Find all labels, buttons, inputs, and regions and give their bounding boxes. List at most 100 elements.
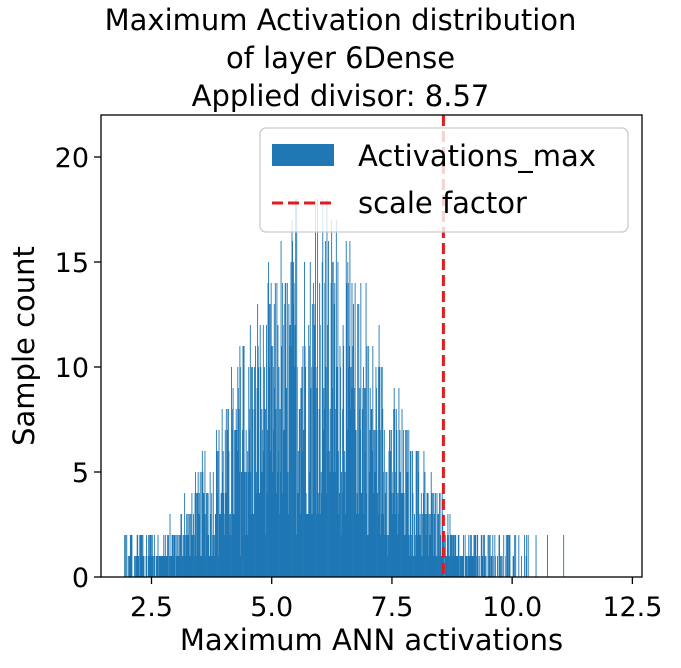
histogram-bar [176,535,178,577]
histogram-bar [169,514,171,577]
histogram-bar [345,472,347,577]
histogram-bar [186,514,188,577]
histogram-bar [329,409,331,577]
histogram-bar [296,367,298,577]
histogram-bar [488,535,490,577]
histogram-bar [416,535,418,577]
histogram-bar [456,556,458,577]
histogram-bar [283,430,285,577]
histogram-bar [394,514,396,577]
histogram-bar [455,556,457,577]
histogram-bar [397,493,399,577]
x-tick-label: 10.0 [482,592,542,623]
histogram-bar [224,430,226,577]
histogram-bar [328,241,329,577]
histogram-bar [136,556,138,577]
histogram-bar [360,493,362,577]
histogram-bar [130,535,132,577]
histogram-bar [415,451,417,577]
histogram-bar [249,409,251,577]
histogram-bar [452,535,454,577]
histogram-bar [461,556,462,577]
histogram-bar [184,493,186,577]
histogram-bar [378,325,380,577]
histogram-bar [199,514,201,577]
histogram-bar [421,514,423,577]
legend: Activations_max scale factor [259,127,629,233]
histogram-bar [273,430,275,577]
histogram-bar [272,367,274,577]
histogram-bar [492,556,494,577]
histogram-bar [464,535,466,577]
histogram-bar [210,556,212,577]
histogram-bar [428,556,430,577]
histogram-bar [431,493,433,577]
histogram-bar [215,430,217,577]
histogram-bar [149,556,151,577]
histogram-bar [152,556,154,577]
histogram-bar [244,535,246,577]
histogram-bar [285,388,287,577]
histogram-bar [388,535,389,577]
histogram-bar [219,514,220,577]
histogram-bar [195,472,197,577]
histogram-bar [402,493,404,577]
histogram-bar [351,283,353,577]
histogram-bar [241,472,243,577]
histogram-bar [469,535,471,577]
histogram-bar [396,430,398,577]
histogram-bar [219,514,221,577]
histogram-bar [344,514,346,577]
histogram-bar [401,409,403,577]
histogram-bar [187,535,189,577]
histogram-bar [418,514,420,577]
histogram-bar [482,556,484,577]
histogram-bar [148,535,150,577]
histogram-bar [196,493,198,577]
histogram-bar [370,409,372,577]
histogram-bar [220,493,222,577]
histogram-bar [292,304,294,577]
histogram-bar [267,430,268,577]
histogram-bar [215,514,217,577]
histogram-bar [410,556,412,577]
histogram-bar [348,367,350,577]
histogram-bar [374,472,376,577]
histogram-bar [382,514,384,577]
histogram-bar [195,556,197,577]
histogram-bar [293,262,295,577]
histogram-bar [156,556,158,577]
histogram-bar [217,451,219,577]
histogram-bar [311,304,313,577]
histogram-bar [377,514,379,577]
histogram-bar [271,346,273,577]
histogram-bar [129,535,131,577]
histogram-bar [328,451,330,577]
histogram-bar [304,262,305,577]
histogram-bar [434,514,436,577]
histogram-bar [353,304,354,577]
histogram-bar [314,304,316,577]
histogram-bar [150,535,152,577]
histogram-bar [214,556,216,577]
histogram-bar [473,535,475,577]
histogram-bar [407,472,409,577]
histogram-bar [141,556,143,577]
histogram-bar [204,451,206,577]
histogram-bar [312,514,314,577]
histogram-bar [284,304,286,577]
histogram-bar [231,367,232,577]
histogram-bar [277,325,279,577]
histogram-bar [166,556,168,577]
histogram-bar [499,535,500,577]
histogram-bar [287,472,289,577]
y-axis-ticks: 0 5 10 15 20 [55,143,101,594]
histogram-bar [305,367,307,577]
histogram-bar [406,430,408,577]
histogram-bar [331,220,333,577]
histogram-bar [236,451,238,577]
histogram-bar [349,241,351,577]
histogram-bar [259,493,261,577]
histogram-bar [484,556,486,577]
histogram-bar [446,535,448,577]
